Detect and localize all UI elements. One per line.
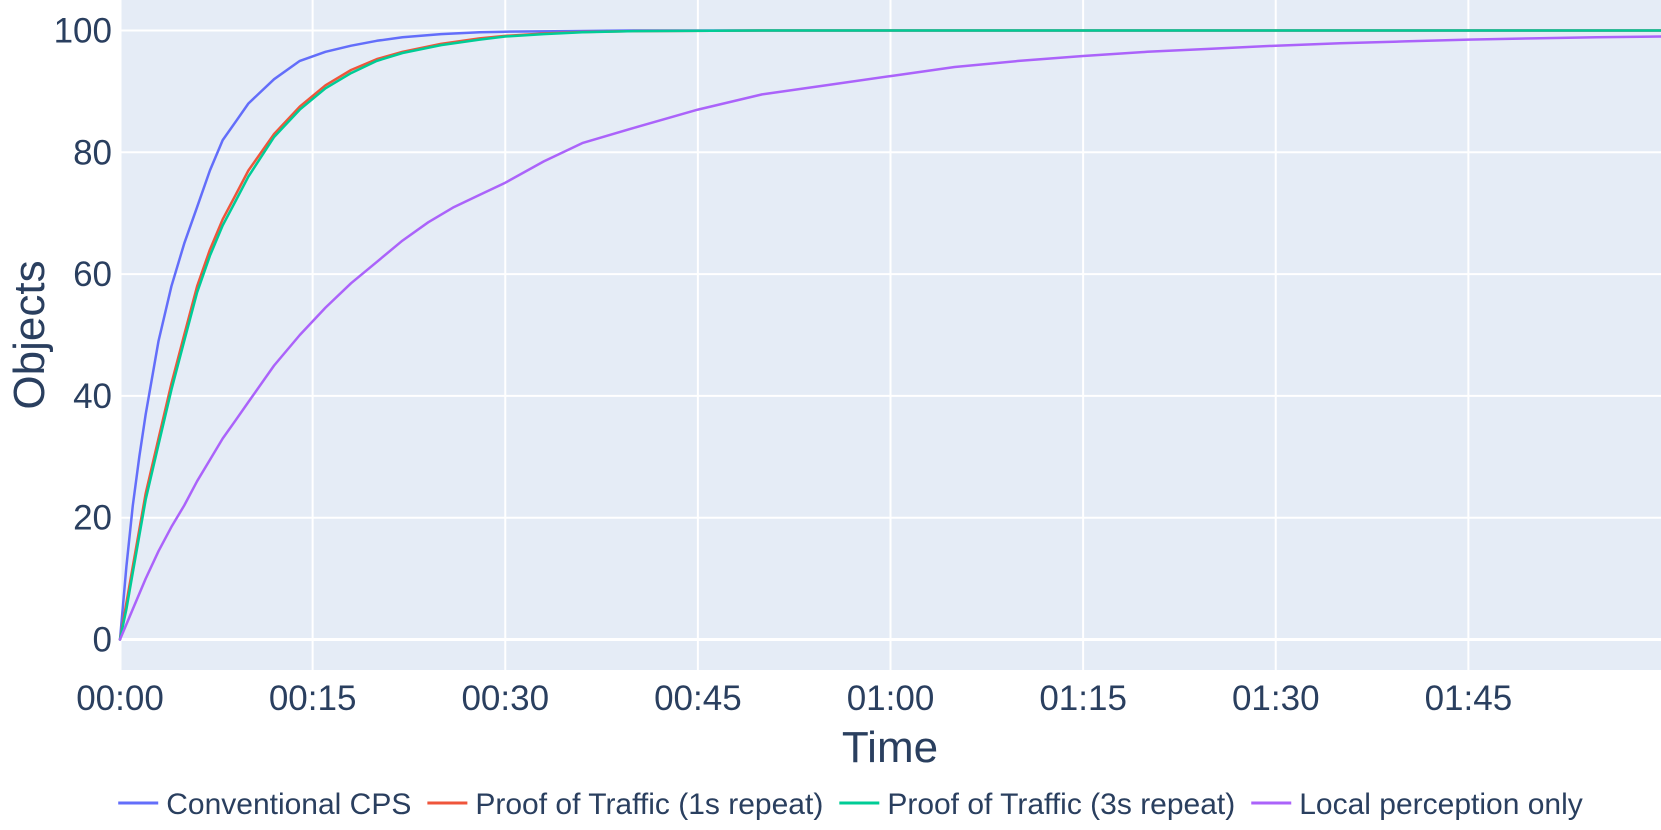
legend-label-0: Conventional CPS (166, 788, 411, 821)
x-tick-label-2: 00:30 (461, 679, 549, 718)
legend-item-2: Proof of Traffic (3s repeat) (839, 788, 1235, 821)
x-tick-label-3: 00:45 (654, 679, 742, 718)
legend-item-0: Conventional CPS (118, 788, 411, 821)
x-tick-label-0: 00:00 (76, 679, 164, 718)
legend: Conventional CPS Proof of Traffic (1s rep… (118, 788, 1583, 821)
x-tick-labels: 00:00 00:15 00:30 00:45 01:00 01:15 01:30 01:45 (76, 679, 1512, 718)
y-tick-label-0: 0 (93, 621, 112, 660)
y-tick-label-5: 100 (54, 11, 112, 50)
x-axis-title: Time (842, 723, 938, 772)
series-layer (118, 29, 1661, 641)
y-tick-label-3: 60 (73, 255, 112, 294)
x-tick-label-1: 00:15 (269, 679, 357, 718)
legend-label-1: Proof of Traffic (1s repeat) (475, 788, 823, 821)
y-tick-label-1: 20 (73, 499, 112, 538)
legend-label-2: Proof of Traffic (3s repeat) (887, 788, 1235, 821)
series-line-3 (118, 35, 1661, 641)
x-tick-label-5: 01:15 (1039, 679, 1127, 718)
legend-item-3: Local perception only (1251, 788, 1583, 821)
legend-item-1: Proof of Traffic (1s repeat) (427, 788, 823, 821)
y-tick-label-2: 40 (73, 377, 112, 416)
legend-label-3: Local perception only (1299, 788, 1583, 821)
grid-layer (120, 0, 1661, 670)
x-tick-label-4: 01:00 (847, 679, 935, 718)
zero-line-layer (118, 0, 1661, 670)
y-tick-label-4: 80 (73, 133, 112, 172)
y-tick-labels: 0 20 40 60 80 100 (54, 11, 112, 659)
series-line-2 (118, 29, 1661, 641)
x-tick-label-7: 01:45 (1425, 679, 1513, 718)
x-tick-label-6: 01:30 (1232, 679, 1320, 718)
y-axis-title: Objects (5, 260, 54, 409)
